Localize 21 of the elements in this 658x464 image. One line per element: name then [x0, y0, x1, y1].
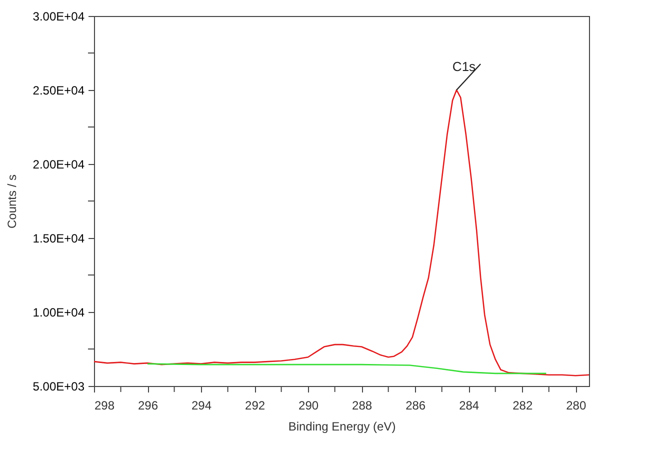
x-axis-title: Binding Energy (eV): [288, 420, 396, 434]
x-tick-label: 294: [192, 398, 212, 412]
y-tick-label: 2.50E+04: [32, 84, 85, 98]
x-tick-label: 298: [94, 398, 115, 412]
x-tick-label: 280: [566, 398, 586, 412]
x-tick-label: 290: [298, 398, 319, 412]
y-axis-title: Counts / s: [4, 174, 19, 229]
line-series: [93, 89, 590, 376]
x-tick-label: 286: [406, 398, 426, 412]
x-tick-label: 284: [459, 398, 480, 412]
y-tick-label: 5.00E+03: [32, 380, 85, 394]
x-tick-label: 288: [352, 398, 372, 412]
x-tick-label: 292: [245, 398, 266, 412]
x-tick-label: 282: [512, 398, 533, 412]
annotation: C1s: [452, 59, 476, 74]
y-tick-label: 1.00E+04: [32, 306, 85, 320]
y-tick-label: 3.00E+04: [32, 10, 85, 24]
y-tick-label: 2.00E+04: [32, 158, 85, 172]
x-tick-label: 296: [138, 398, 158, 412]
line-series: [146, 363, 547, 374]
y-tick-label: 1.50E+04: [32, 232, 85, 246]
